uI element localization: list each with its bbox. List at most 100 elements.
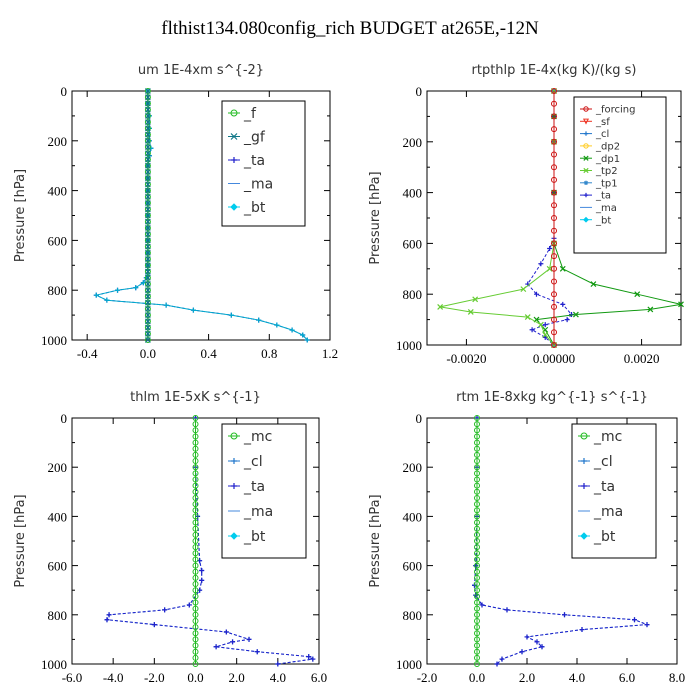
legend-label: _ta <box>243 153 265 169</box>
data-point <box>144 337 151 343</box>
x-tick-label: 4.0 <box>569 670 585 685</box>
data-point <box>144 137 151 144</box>
figure-title: flthist134.080config_rich BUDGET at265E,… <box>161 18 539 39</box>
data-point <box>499 656 505 662</box>
data-point <box>634 291 641 298</box>
legend-label: _forcing <box>595 105 636 116</box>
data-point <box>144 299 151 306</box>
y-tick-label: 0 <box>61 84 68 99</box>
data-point <box>228 312 234 318</box>
data-point <box>474 617 480 624</box>
legend-label: _f <box>243 106 257 122</box>
data-point <box>192 611 199 618</box>
legend-label: _dp2 <box>595 142 620 153</box>
data-point <box>192 513 199 520</box>
data-point <box>192 568 199 575</box>
y-tick-label: 600 <box>403 559 423 574</box>
data-point <box>192 433 199 440</box>
data-point <box>474 611 480 618</box>
legend-item-ma: _ma <box>578 504 623 520</box>
data-point <box>551 151 557 158</box>
data-point <box>144 119 151 126</box>
legend-marker <box>583 131 589 136</box>
legend-label: _bt <box>243 200 266 216</box>
legend-item-bt: _bt <box>228 529 266 545</box>
data-point <box>474 642 480 649</box>
data-point <box>192 636 199 643</box>
data-point <box>192 544 199 551</box>
data-point <box>474 624 480 631</box>
data-point <box>551 342 557 348</box>
legend-marker <box>581 483 587 489</box>
legend-item-cl: _cl <box>228 454 263 470</box>
data-point <box>192 556 199 563</box>
data-point <box>192 482 199 489</box>
data-point <box>192 550 199 557</box>
data-point <box>542 331 549 338</box>
legend-marker <box>583 167 589 174</box>
data-point <box>474 562 480 569</box>
legend-item-tp2: _tp2 <box>580 166 618 177</box>
data-point <box>192 593 199 600</box>
data-point <box>144 237 151 244</box>
data-point <box>192 525 199 532</box>
series-mc <box>192 415 199 667</box>
legend-marker <box>231 157 237 163</box>
data-point <box>534 639 540 645</box>
y-tick-label: 1000 <box>41 333 67 348</box>
data-point <box>144 106 151 113</box>
data-point <box>144 131 151 138</box>
data-point <box>474 550 480 557</box>
data-point <box>190 307 196 313</box>
data-point <box>551 113 557 120</box>
legend-item-ta: _ta <box>580 191 611 202</box>
data-point <box>144 200 151 206</box>
data-point <box>104 617 110 623</box>
data-point <box>192 581 199 588</box>
data-point <box>144 281 151 287</box>
data-point <box>144 100 151 107</box>
data-point <box>632 617 637 623</box>
legend-item-tp1: _tp1 <box>580 178 618 189</box>
data-point <box>474 574 480 581</box>
legend-item-cl: _cl <box>580 129 609 140</box>
y-axis-label: Pressure [hPa] <box>13 494 28 587</box>
data-point <box>474 501 480 508</box>
legend-label: _ma <box>595 203 617 214</box>
y-tick-label: 400 <box>48 184 68 199</box>
data-point <box>551 88 557 94</box>
data-point <box>551 138 557 145</box>
data-point <box>474 458 480 465</box>
data-point <box>144 293 151 300</box>
data-point <box>144 187 151 194</box>
x-tick-label: 0.0 <box>187 670 203 685</box>
legend-label: _sf <box>595 117 610 128</box>
legend-label: _tp2 <box>595 166 618 177</box>
data-point <box>474 421 480 428</box>
legend-box <box>573 96 667 254</box>
data-point <box>144 256 151 262</box>
data-point <box>474 482 480 489</box>
x-tick-label: 0.4 <box>200 346 217 361</box>
data-point <box>192 488 199 495</box>
data-point <box>474 556 480 563</box>
data-point <box>192 654 199 661</box>
series-line <box>473 418 648 665</box>
legend-label: _bt <box>595 215 611 226</box>
series-ta <box>104 415 316 667</box>
data-point <box>474 513 480 520</box>
data-point <box>474 507 480 514</box>
x-tick-label: -6.0 <box>62 670 83 685</box>
y-tick-label: 800 <box>48 283 68 298</box>
data-point <box>144 218 151 225</box>
data-point <box>144 206 151 213</box>
data-point <box>230 639 236 645</box>
data-point <box>140 280 146 286</box>
y-axis-label: Pressure [hPa] <box>368 171 383 264</box>
legend-item-ta: _ta <box>578 479 615 495</box>
y-tick-label: 0 <box>416 84 423 99</box>
data-point <box>192 624 199 631</box>
data-point <box>474 538 480 544</box>
data-point <box>144 150 151 157</box>
series-line <box>527 91 573 346</box>
